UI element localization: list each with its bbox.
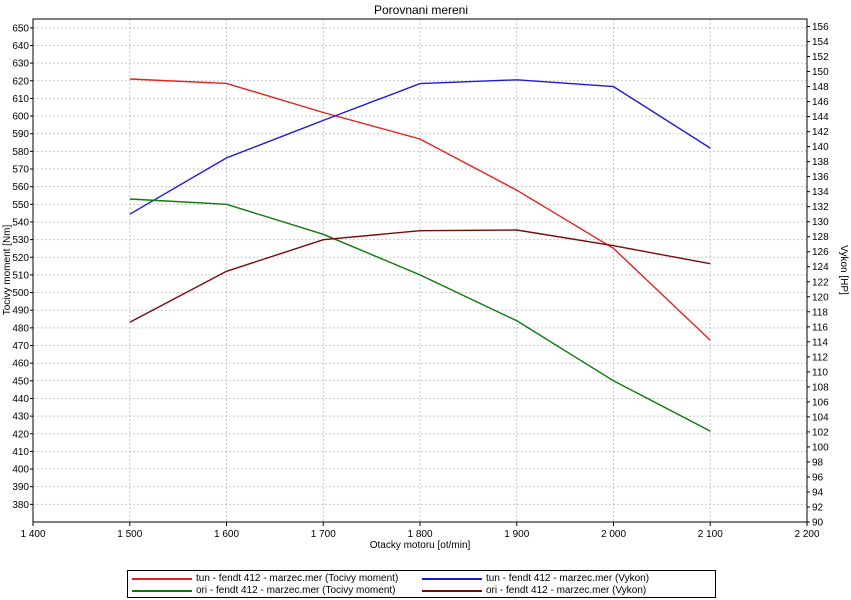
x-tick-label: 1 500 (117, 529, 142, 540)
y-left-tick-label: 510 (12, 270, 29, 281)
legend-label: tun - fendt 412 - marzec.mer (Vykon) (486, 573, 650, 584)
series-line (129, 198, 711, 432)
x-tick-label: 2 000 (601, 529, 626, 540)
legend-item: ori - fendt 412 - marzec.mer (Vykon) (422, 584, 646, 597)
y-left-tick-label: 470 (12, 341, 29, 352)
y-right-tick-label: 92 (812, 502, 824, 513)
y-right-tick-label: 142 (812, 127, 829, 138)
y-left-tick-label: 540 (12, 217, 29, 228)
y-left-tick-label: 580 (12, 147, 29, 158)
legend-swatch (422, 577, 482, 580)
y-right-tick-label: 96 (812, 472, 824, 483)
y-right-tick-label: 148 (812, 82, 829, 93)
y-right-tick-label: 114 (812, 337, 828, 348)
y-left-tick-label: 430 (12, 412, 29, 423)
grid (32, 19, 808, 522)
legend-item: tun - fendt 412 - marzec.mer (Tocivy mom… (132, 572, 398, 585)
legend-label: ori - fendt 412 - marzec.mer (Tocivy mom… (196, 585, 396, 596)
legend-label: tun - fendt 412 - marzec.mer (Tocivy mom… (196, 573, 399, 584)
y-right-tick-label: 152 (812, 52, 829, 63)
y-left-tick-label: 410 (12, 447, 29, 458)
y-left-tick-label: 490 (12, 306, 29, 317)
y-right-tick-label: 132 (812, 202, 829, 213)
y-left-tick-label: 450 (12, 376, 29, 387)
x-tick-label: 1 700 (311, 529, 336, 540)
legend-label: ori - fendt 412 - marzec.mer (Vykon) (486, 585, 647, 596)
y-right-tick-label: 98 (812, 457, 824, 468)
y-right-tick-label: 138 (812, 157, 829, 168)
y-right-axis-title: Vykon [HP] (838, 245, 849, 295)
legend: tun - fendt 412 - marzec.mer (Tocivy mom… (127, 570, 716, 598)
x-tick-label: 1 400 (20, 529, 45, 540)
y-left-tick-label: 560 (12, 182, 29, 193)
y-left-tick-label: 390 (12, 482, 29, 493)
chart-title: Porovnani mereni (374, 3, 468, 17)
y-right-tick-label: 122 (812, 277, 829, 288)
y-right-tick-label: 94 (812, 487, 824, 498)
y-left-tick-label: 380 (12, 500, 29, 511)
y-right-tick-label: 150 (812, 67, 829, 78)
y-right-tick-label: 136 (812, 172, 829, 183)
y-left-tick-label: 590 (12, 129, 29, 140)
y-left-tick-label: 600 (12, 112, 29, 123)
y-left-tick-label: 500 (12, 288, 29, 299)
series-line (129, 78, 711, 341)
y-left-tick-label: 520 (12, 253, 29, 264)
y-right-tick-label: 120 (812, 292, 829, 303)
y-left-tick-label: 420 (12, 429, 29, 440)
y-left-tick-label: 530 (12, 235, 29, 246)
y-left-tick-label: 460 (12, 359, 29, 370)
y-left-tick-label: 400 (12, 465, 29, 476)
x-tick-label: 1 900 (504, 529, 529, 540)
legend-swatch (132, 589, 192, 592)
y-right-tick-label: 118 (812, 307, 828, 318)
y-right-tick-label: 134 (812, 187, 829, 198)
y-right-tick-label: 128 (812, 232, 829, 243)
y-right-tick-label: 156 (812, 22, 829, 33)
series-line (129, 79, 711, 215)
y-left-tick-label: 640 (12, 41, 29, 52)
series-line (129, 229, 711, 323)
x-tick-label: 2 100 (698, 529, 723, 540)
legend-item: tun - fendt 412 - marzec.mer (Vykon) (422, 572, 649, 585)
x-tick-label: 2 200 (794, 529, 819, 540)
axis-ticks: 1 400 1 500 1 600 1 700 1 800 1 900 2 000 2 100… (12, 22, 829, 540)
y-left-tick-label: 610 (12, 94, 29, 105)
y-left-tick-label: 440 (12, 394, 29, 405)
y-right-tick-label: 126 (812, 247, 829, 258)
x-axis-title: Otacky motoru [ot/min] (370, 540, 471, 551)
y-left-tick-label: 620 (12, 76, 29, 87)
y-right-tick-label: 106 (812, 397, 829, 408)
y-right-tick-label: 146 (812, 97, 829, 108)
legend-swatch (422, 589, 482, 592)
y-right-tick-label: 102 (812, 427, 829, 438)
series-lines (129, 78, 711, 432)
plot-area-frame (32, 18, 808, 523)
y-right-tick-label: 90 (812, 518, 824, 529)
y-right-tick-label: 100 (812, 442, 829, 453)
y-left-tick-label: 630 (12, 59, 29, 70)
x-tick-label: 1 600 (214, 529, 239, 540)
y-right-tick-label: 104 (812, 412, 829, 423)
x-tick-label: 1 800 (407, 529, 432, 540)
y-right-tick-label: 112 (812, 352, 828, 363)
y-right-tick-label: 108 (812, 382, 829, 393)
y-right-tick-label: 124 (812, 262, 829, 273)
y-right-tick-label: 116 (812, 322, 828, 333)
y-right-tick-label: 110 (812, 367, 828, 378)
y-right-tick-label: 144 (812, 112, 829, 123)
y-right-tick-label: 154 (812, 37, 829, 48)
y-left-tick-label: 480 (12, 323, 29, 334)
y-left-tick-label: 650 (12, 23, 29, 34)
legend-item: ori - fendt 412 - marzec.mer (Tocivy mom… (132, 584, 396, 597)
y-left-tick-label: 550 (12, 200, 29, 211)
y-left-tick-label: 570 (12, 165, 29, 176)
y-right-tick-label: 140 (812, 142, 829, 153)
y-left-axis-title: Tocivy moment [Nm] (2, 224, 13, 315)
y-right-tick-label: 130 (812, 217, 829, 228)
legend-swatch (132, 577, 192, 580)
